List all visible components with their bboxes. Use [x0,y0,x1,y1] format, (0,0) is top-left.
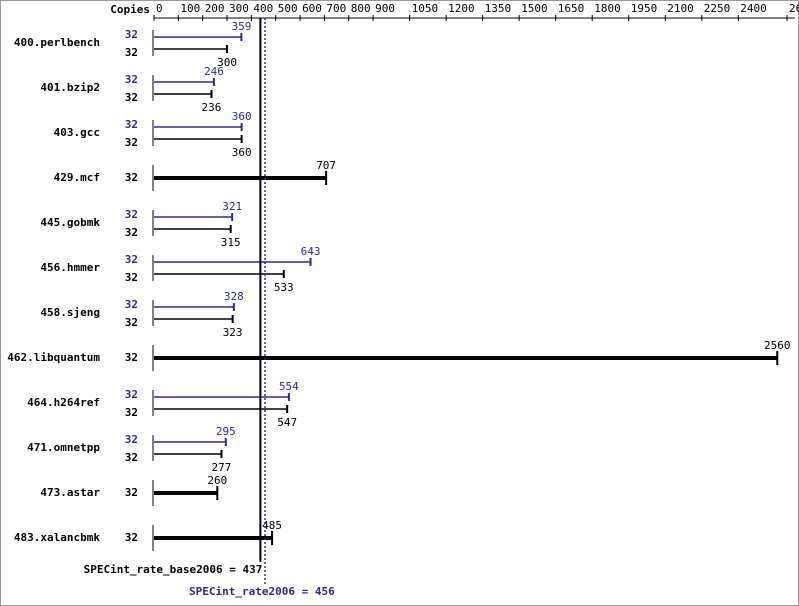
copies-label: 32 [125,351,138,364]
category-label: 401.bzip2 [40,81,100,94]
copies-label: 32 [125,171,138,184]
axis-label: Copies [110,3,150,16]
copies-label: 32 [125,486,138,499]
x-tick-label: 1500 [521,2,548,15]
value-label: 547 [277,416,297,429]
category-label: 464.h264ref [27,396,100,409]
copies-label: 32 [125,136,138,149]
x-tick-label: 1350 [485,2,512,15]
category-label: 456.hmmer [40,261,100,274]
copies-label: 32 [125,451,138,464]
copies-label: 32 [125,271,138,284]
x-tick-label: 300 [229,2,249,15]
value-label: 360 [232,110,252,123]
value-label: 643 [301,245,321,258]
value-label: 321 [222,200,242,213]
value-label: 359 [231,20,251,33]
reference-label: SPECint_rate_base2006 = 437 [84,563,263,576]
x-tick-label: 900 [375,2,395,15]
value-label: 246 [204,65,224,78]
x-tick-label: 800 [351,2,371,15]
copies-label: 32 [125,208,138,221]
value-label: 360 [232,146,252,159]
value-label: 323 [223,326,243,339]
copies-label: 32 [125,298,138,311]
category-label: 400.perlbench [14,36,100,49]
value-label: 260 [207,474,227,487]
category-label: 458.sjeng [40,306,100,319]
category-label: 471.omnetpp [27,441,100,454]
value-label: 295 [216,425,236,438]
value-label: 328 [224,290,244,303]
x-tick-label: 100 [180,2,200,15]
copies-label: 32 [125,28,138,41]
x-tick-label: 2600 [789,2,799,15]
copies-label: 32 [125,118,138,131]
x-tick-label: 2250 [704,2,731,15]
category-label: 462.libquantum [7,351,100,364]
category-label: 483.xalancbmk [14,531,100,544]
value-label: 485 [262,519,282,532]
copies-label: 32 [125,406,138,419]
x-tick-label: 700 [326,2,346,15]
x-tick-label: 600 [302,2,322,15]
value-label: 533 [274,281,294,294]
category-label: 445.gobmk [40,216,100,229]
x-tick-label: 1800 [594,2,621,15]
copies-label: 32 [125,91,138,104]
category-label: 403.gcc [54,126,100,139]
copies-label: 32 [125,531,138,544]
x-tick-label: 2400 [740,2,767,15]
copies-label: 32 [125,433,138,446]
reference-label: SPECint_rate2006 = 456 [189,585,335,598]
x-tick-label: 1200 [448,2,475,15]
x-tick-label: 0 [156,2,163,15]
x-tick-label: 400 [253,2,273,15]
x-tick-label: 200 [205,2,225,15]
copies-label: 32 [125,73,138,86]
value-label: 315 [221,236,241,249]
x-tick-label: 1650 [558,2,585,15]
copies-label: 32 [125,46,138,59]
x-tick-label: 500 [278,2,298,15]
value-label: 277 [212,461,232,474]
copies-label: 32 [125,316,138,329]
x-tick-label: 1050 [412,2,439,15]
copies-label: 32 [125,253,138,266]
copies-label: 32 [125,226,138,239]
value-label: 236 [202,101,222,114]
x-tick-label: 1950 [631,2,658,15]
value-label: 2560 [764,339,791,352]
category-label: 429.mcf [54,171,100,184]
copies-label: 32 [125,388,138,401]
value-label: 554 [279,380,299,393]
value-label: 300 [217,56,237,69]
category-label: 473.astar [40,486,100,499]
value-label: 707 [316,159,336,172]
x-tick-label: 2100 [667,2,694,15]
